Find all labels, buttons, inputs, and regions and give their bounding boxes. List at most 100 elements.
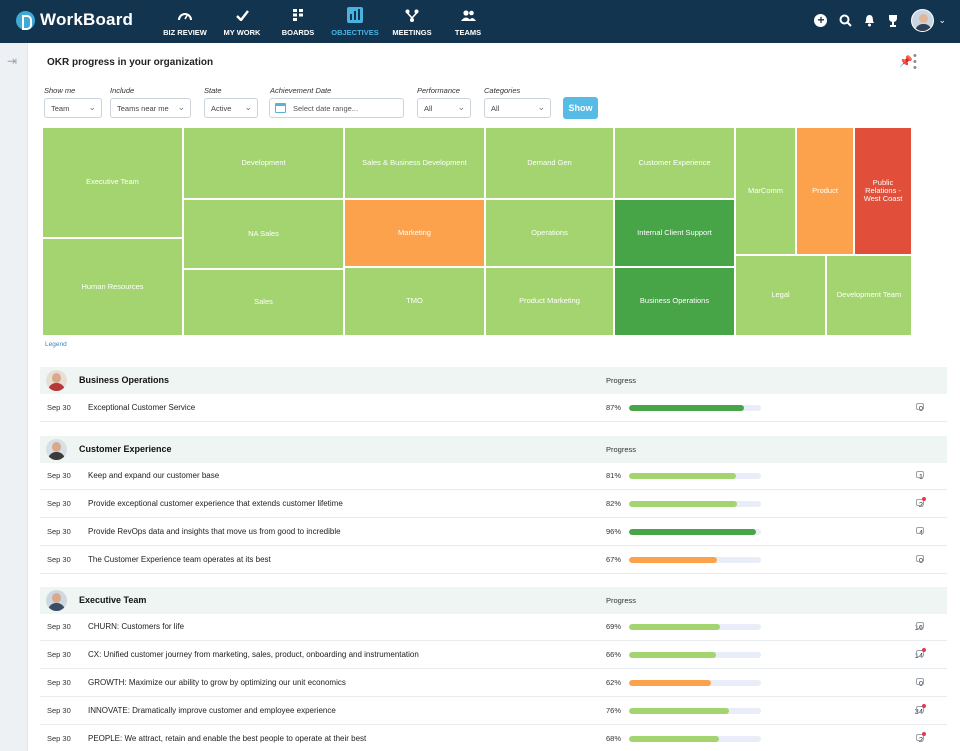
objective-row[interactable]: Sep 30 CX: Unified customer journey from… [40, 641, 947, 669]
objective-title[interactable]: Exceptional Customer Service [88, 403, 196, 412]
progress-bar [629, 501, 761, 507]
objective-row[interactable]: Sep 30 PEOPLE: We attract, retain and en… [40, 725, 947, 751]
progress-bar [629, 405, 761, 411]
objective-title[interactable]: The Customer Experience team operates at… [88, 555, 271, 564]
chevron-down-icon: ⌄ [88, 102, 96, 112]
objective-row[interactable]: Sep 30 Exceptional Customer Service 87% … [40, 394, 947, 422]
treemap-tile-internal-client-support[interactable]: Internal Client Support [614, 199, 735, 267]
comment-count: 4 [918, 528, 923, 537]
comment-icon[interactable] [916, 471, 924, 478]
comment-count: 0 [918, 556, 923, 565]
performance-select[interactable]: All ⌄ [417, 98, 471, 118]
nav-biz-review[interactable]: BIZ REVIEW [153, 7, 217, 37]
treemap-tile-legal[interactable]: Legal [735, 255, 826, 336]
progress-bar-fill [629, 557, 718, 563]
comment-icon[interactable] [916, 555, 924, 562]
treemap-tile-marcomm[interactable]: MarComm [735, 127, 796, 255]
objective-row[interactable]: Sep 30 GROWTH: Maximize our ability to g… [40, 669, 947, 697]
add-icon[interactable]: + [814, 14, 828, 27]
search-icon[interactable] [839, 14, 853, 27]
treemap-tile-product[interactable]: Product [796, 127, 854, 255]
tile-label: Internal Client Support [637, 227, 712, 237]
objective-title[interactable]: CHURN: Customers for life [88, 622, 185, 631]
objective-title[interactable]: INNOVATE: Dramatically improve customer … [88, 706, 336, 715]
state-label: State [204, 86, 222, 95]
categories-select[interactable]: All ⌄ [484, 98, 551, 118]
objective-date: Sep 30 [47, 471, 71, 480]
meetings-icon [380, 7, 444, 23]
objective-title[interactable]: PEOPLE: We attract, retain and enable th… [88, 734, 367, 743]
comment-icon[interactable] [916, 497, 926, 506]
group-name[interactable]: Business Operations [79, 375, 170, 385]
nav-my-work[interactable]: MY WORK [210, 7, 274, 37]
comment-icon[interactable] [916, 704, 926, 713]
comment-icon[interactable] [916, 527, 924, 534]
objective-row[interactable]: Sep 30 INNOVATE: Dramatically improve cu… [40, 697, 947, 725]
app-name: WorkBoard [40, 10, 134, 29]
treemap-tile-human-resources[interactable]: Human Resources [42, 238, 183, 336]
comment-count: 0 [918, 679, 923, 688]
treemap-tile-product-marketing[interactable]: Product Marketing [485, 267, 614, 336]
state-select[interactable]: Active ⌄ [204, 98, 258, 118]
brand[interactable]: WorkBoard [16, 10, 133, 30]
comment-icon[interactable] [916, 403, 924, 410]
group-name[interactable]: Customer Experience [79, 444, 172, 454]
treemap-tile-operations[interactable]: Operations [485, 199, 614, 267]
achievement-date-input[interactable]: Select date range... [269, 98, 404, 118]
treemap-tile-development-team[interactable]: Development Team [826, 255, 912, 336]
pin-icon[interactable]: 📌 [899, 56, 913, 68]
treemap-tile-sales[interactable]: Sales [183, 269, 344, 336]
trophy-icon[interactable] [887, 14, 899, 27]
comment-icon[interactable] [916, 622, 924, 629]
treemap-tile-demand-gen[interactable]: Demand Gen [485, 127, 614, 199]
treemap-tile-sales-business-development[interactable]: Sales & Business Development [344, 127, 485, 199]
progress-bar-fill [629, 501, 738, 507]
progress-column-label: Progress [606, 376, 637, 385]
bell-icon[interactable] [864, 14, 875, 27]
comment-count: 16 [914, 623, 923, 632]
include-value: Teams near me [117, 104, 169, 113]
show-me-select[interactable]: Team ⌄ [44, 98, 102, 118]
objective-title[interactable]: Provide exceptional customer experience … [88, 499, 343, 508]
objective-title[interactable]: Keep and expand our customer base [88, 471, 220, 480]
comment-count: 0 [918, 404, 923, 413]
expand-sidebar-icon[interactable]: ⇥ [7, 54, 18, 68]
comment-count: 2 [918, 735, 923, 744]
treemap-tile-business-operations[interactable]: Business Operations [614, 267, 735, 336]
comment-icon[interactable] [916, 678, 924, 685]
objective-title[interactable]: GROWTH: Maximize our ability to grow by … [88, 678, 346, 687]
objective-row[interactable]: Sep 30 CHURN: Customers for life 69% 16 [40, 613, 947, 641]
treemap-tile-development[interactable]: Development [183, 127, 344, 199]
treemap-tile-executive-team[interactable]: Executive Team [42, 127, 183, 238]
chevron-down-icon[interactable]: ⌄ [938, 15, 946, 25]
nav-label: TEAMS [454, 28, 482, 37]
comment-icon[interactable] [916, 648, 926, 657]
objective-title[interactable]: CX: Unified customer journey from market… [88, 650, 419, 659]
show-button[interactable]: Show [563, 97, 598, 119]
treemap-tile-customer-experience[interactable]: Customer Experience [614, 127, 735, 199]
objective-row[interactable]: Sep 30 Provide RevOps data and insights … [40, 518, 947, 546]
treemap-tile-public-relations-west-coast[interactable]: Public Relations - West Coast [854, 127, 912, 255]
treemap-tile-marketing[interactable]: Marketing [344, 199, 485, 267]
legend-link[interactable]: Legend [45, 341, 67, 348]
show-me-label: Show me [44, 86, 76, 95]
progress-column-label: Progress [606, 445, 637, 454]
objective-row[interactable]: Sep 30 Provide exceptional customer expe… [40, 490, 947, 518]
nav-meetings[interactable]: MEETINGS [380, 7, 444, 37]
treemap-tile-tmo[interactable]: TMO [344, 267, 485, 336]
nav-boards[interactable]: BOARDS [266, 7, 330, 37]
tile-label: Customer Experience [638, 157, 711, 167]
nav-teams[interactable]: TEAMS [436, 7, 500, 37]
nav-objectives[interactable]: OBJECTIVES [323, 7, 387, 37]
objective-title[interactable]: Provide RevOps data and insights that mo… [88, 527, 341, 536]
objective-row[interactable]: Sep 30 The Customer Experience team oper… [40, 546, 947, 574]
comment-icon[interactable] [916, 732, 926, 741]
more-options-icon[interactable]: • • • [913, 50, 917, 74]
objective-row[interactable]: Sep 30 Keep and expand our customer base… [40, 462, 947, 490]
objective-date: Sep 30 [47, 499, 71, 508]
progress-bar [629, 736, 761, 742]
group-name[interactable]: Executive Team [79, 595, 147, 605]
user-avatar[interactable] [911, 9, 935, 32]
include-select[interactable]: Teams near me ⌄ [110, 98, 191, 118]
treemap-tile-na-sales[interactable]: NA Sales [183, 199, 344, 269]
